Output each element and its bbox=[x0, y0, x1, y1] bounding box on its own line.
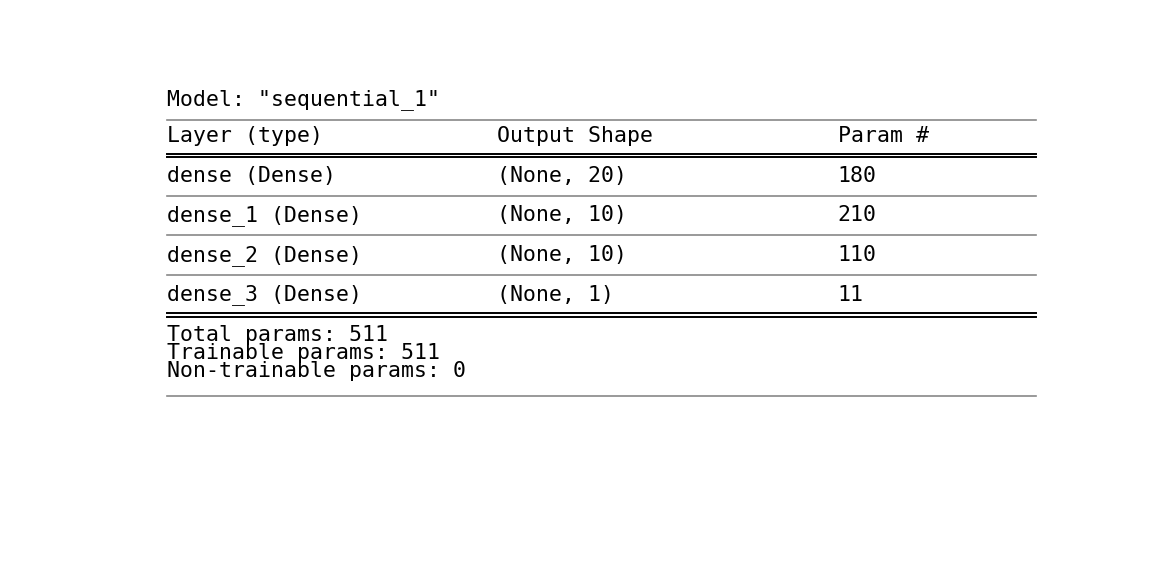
Text: 11: 11 bbox=[838, 285, 863, 305]
Text: dense_3 (Dense): dense_3 (Dense) bbox=[167, 285, 361, 305]
Text: Total params: 511: Total params: 511 bbox=[167, 325, 387, 345]
Text: Layer (type): Layer (type) bbox=[167, 126, 323, 146]
Text: Param #: Param # bbox=[838, 126, 929, 146]
Text: Model: "sequential_1": Model: "sequential_1" bbox=[167, 89, 440, 110]
Text: (None, 10): (None, 10) bbox=[496, 245, 626, 265]
Text: (None, 10): (None, 10) bbox=[496, 205, 626, 225]
Text: dense (Dense): dense (Dense) bbox=[167, 166, 335, 186]
Text: dense_1 (Dense): dense_1 (Dense) bbox=[167, 205, 361, 226]
Text: Non-trainable params: 0: Non-trainable params: 0 bbox=[167, 361, 466, 381]
Text: dense_2 (Dense): dense_2 (Dense) bbox=[167, 245, 361, 266]
Text: Output Shape: Output Shape bbox=[496, 126, 652, 146]
Text: 210: 210 bbox=[838, 205, 876, 225]
Text: (None, 20): (None, 20) bbox=[496, 166, 626, 186]
Text: (None, 1): (None, 1) bbox=[496, 285, 613, 305]
Text: Trainable params: 511: Trainable params: 511 bbox=[167, 343, 440, 363]
Text: 110: 110 bbox=[838, 245, 876, 265]
Text: 180: 180 bbox=[838, 166, 876, 186]
